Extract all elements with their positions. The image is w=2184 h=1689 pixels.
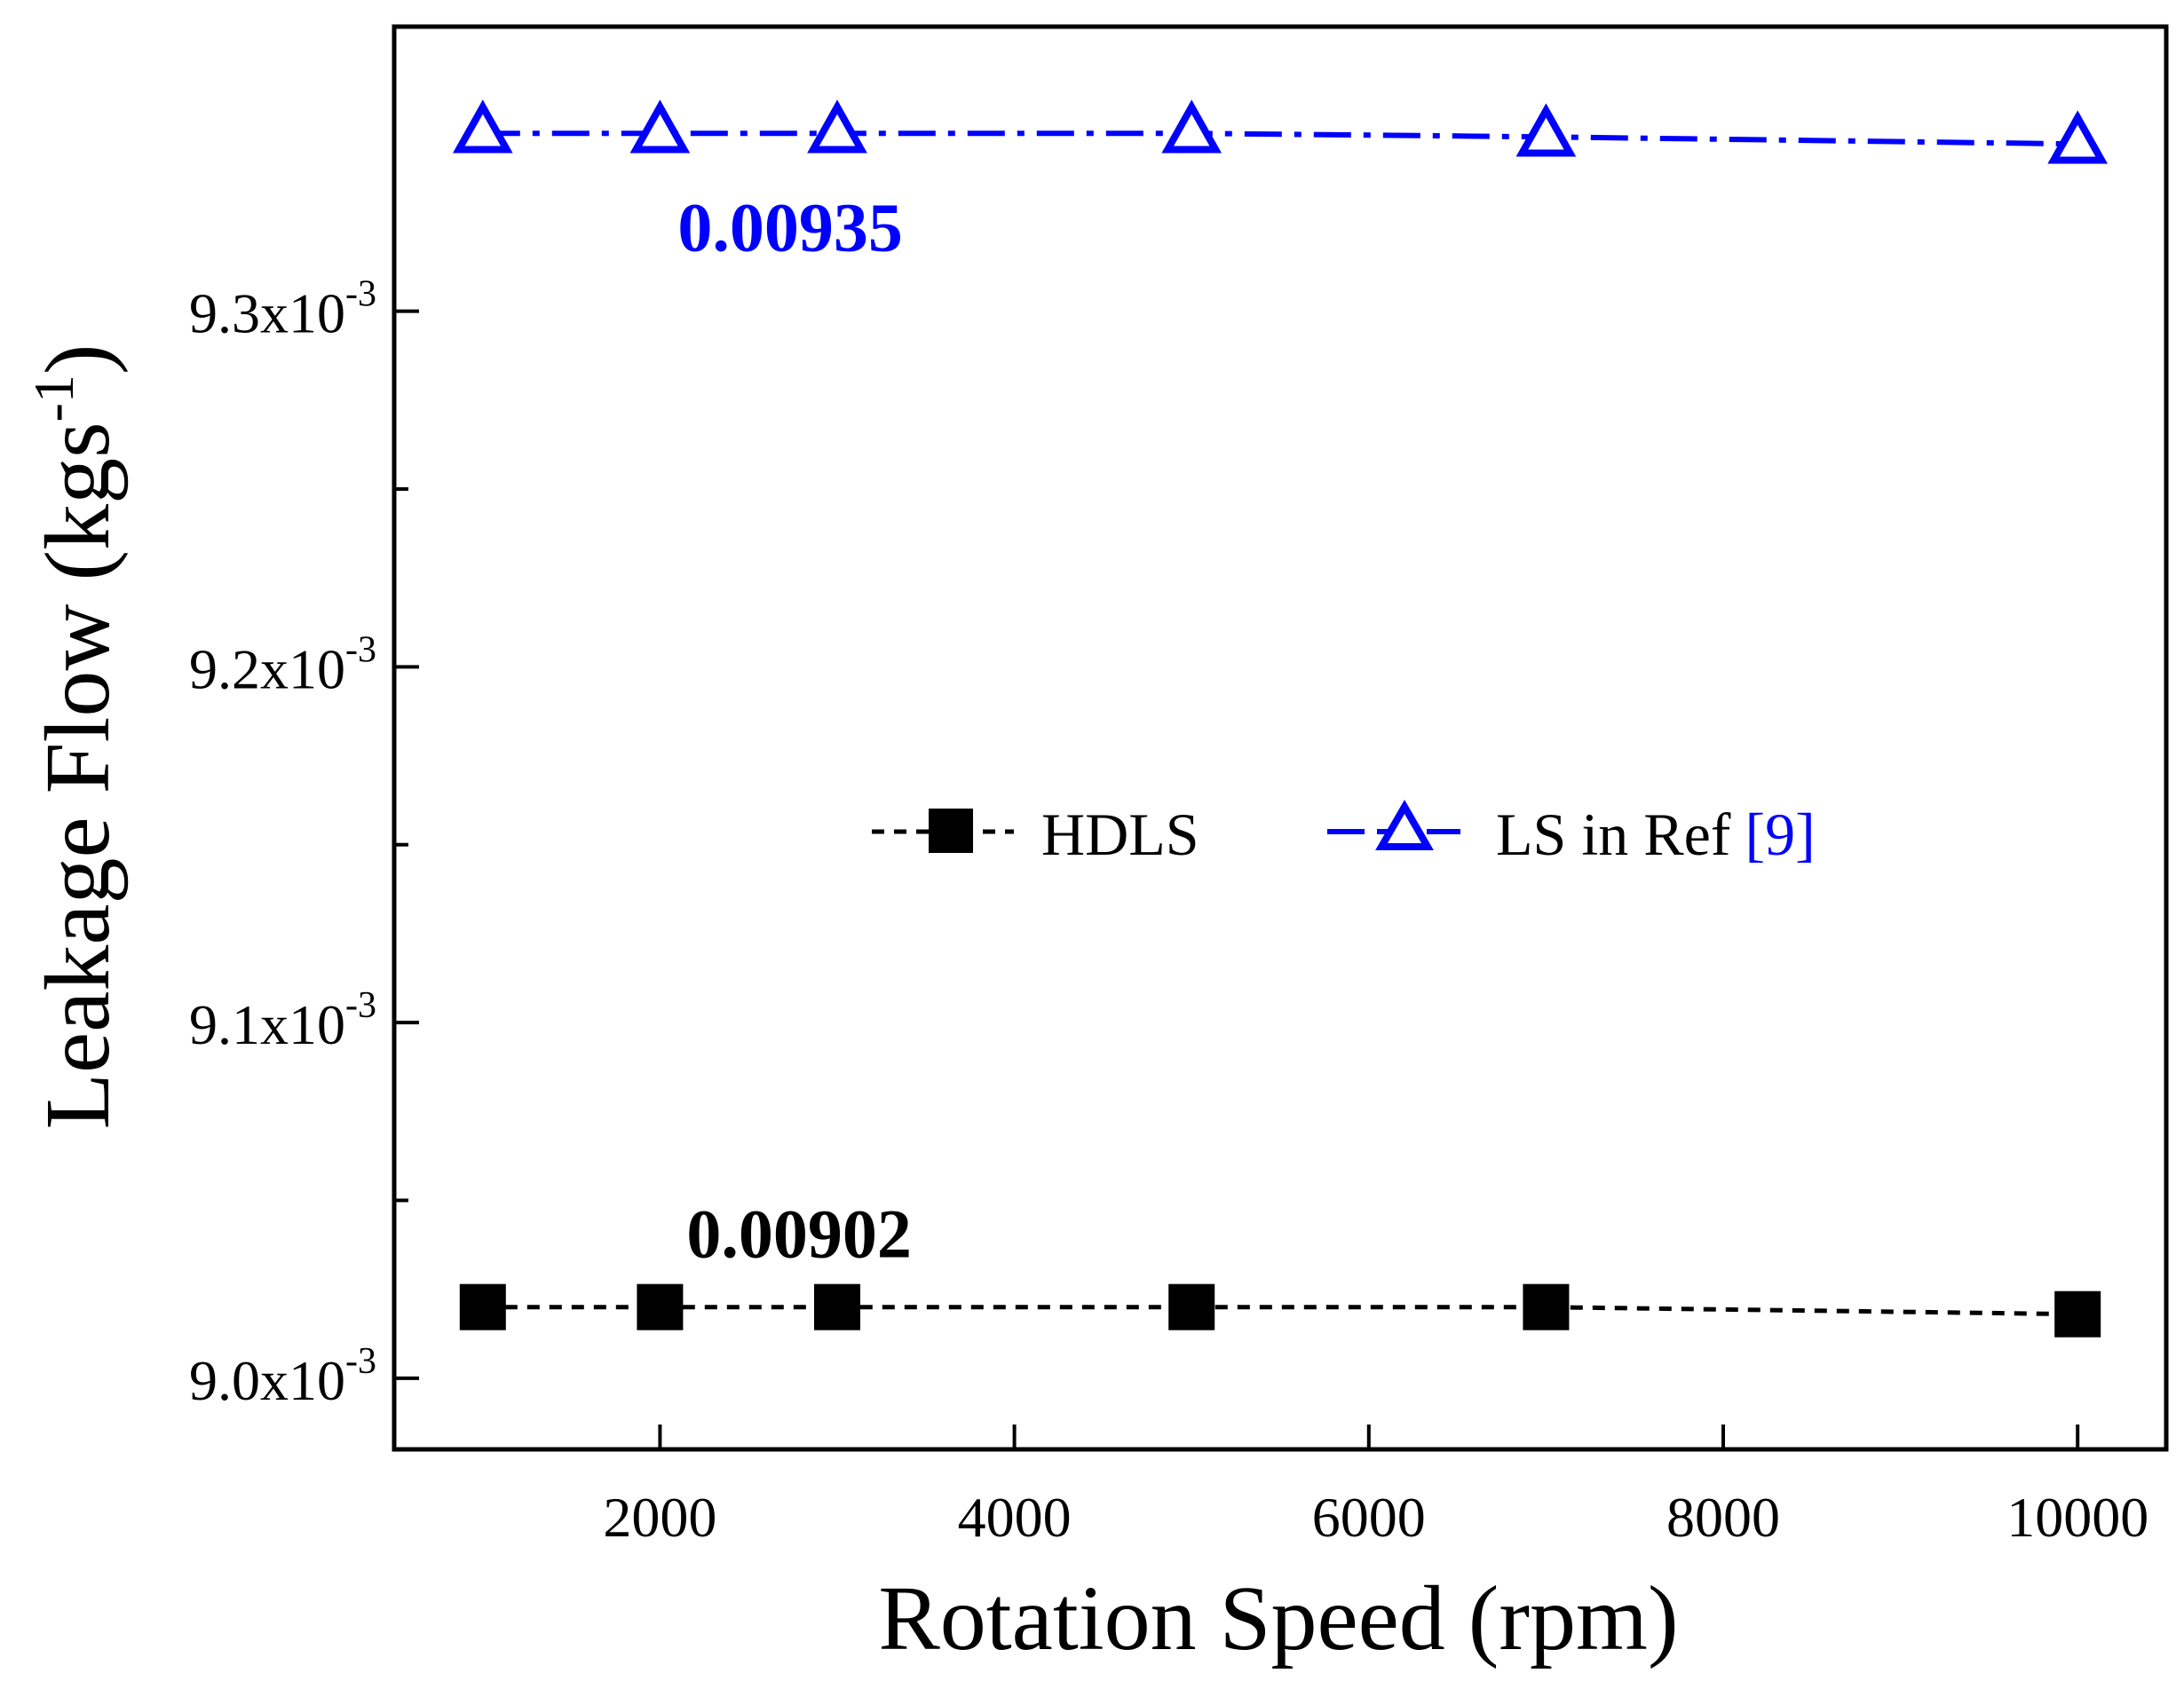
y-tick-label-0: 9.0x10-3 [189, 1341, 376, 1412]
x-tick-label-4000: 4000 [958, 1486, 1072, 1549]
hdls-marker-2 [814, 1283, 860, 1330]
x-tick-label-2000: 2000 [603, 1486, 716, 1549]
axis-tick-labels: 2000 4000 6000 8000 100009.0x10-39.1x10-39.2… [189, 274, 2148, 1549]
legend-ls-name: LS in Ref [1496, 801, 1731, 868]
series-line-1 [482, 130, 2078, 147]
y-axis-label-main: Leakage Flow (kgs [27, 422, 129, 1129]
series-line-0 [482, 1305, 2078, 1317]
y-tick-exponent: -3 [345, 1341, 376, 1382]
y-tick-exponent: -3 [345, 274, 376, 315]
tick-marks [394, 309, 2080, 1449]
y-axis-label-close: ) [27, 343, 129, 375]
hdls-marker-1 [637, 1283, 684, 1330]
x-tick-label-6000: 6000 [1312, 1486, 1426, 1549]
annotation-black-value: 0.00902 [686, 1196, 912, 1273]
legend-ls-ref: [9] [1745, 801, 1815, 868]
legend-hdls-label: HDLS [1041, 801, 1199, 868]
y-tick-exponent: -3 [345, 985, 376, 1026]
hdls-marker-5 [2054, 1290, 2101, 1338]
ls-marker-1 [629, 99, 691, 154]
x-tick-label-8000: 8000 [1666, 1486, 1780, 1549]
series-layer [452, 99, 2109, 1338]
hdls-marker-4 [1523, 1283, 1570, 1330]
ls-marker-3 [1161, 99, 1223, 154]
y-tick-label-3: 9.3x10-3 [189, 274, 376, 345]
ls-marker-0 [452, 99, 513, 154]
annotation-blue-value: 0.00935 [677, 188, 903, 265]
x-tick-label-10000: 10000 [2006, 1486, 2148, 1549]
legend: HDLS LS in Ref [9] [872, 800, 1816, 868]
plot-frame [392, 24, 2169, 1452]
ls-marker-4 [1515, 103, 1577, 157]
y-tick-exponent: -3 [345, 629, 376, 670]
y-axis-label: Leakage Flow (kgs-1) [22, 343, 129, 1129]
legend-ls-marker [1375, 800, 1434, 850]
y-tick-mantissa: 9.1x10 [189, 993, 345, 1056]
x-axis-label: Rotation Speed (rpm) [878, 1567, 1678, 1669]
legend-hdls-marker [929, 809, 973, 853]
y-tick-mantissa: 9.2x10 [189, 637, 345, 700]
hdls-marker-3 [1168, 1283, 1215, 1330]
y-tick-label-2: 9.2x10-3 [189, 629, 376, 700]
ls-marker-2 [807, 99, 867, 154]
y-tick-label-1: 9.1x10-3 [189, 985, 376, 1056]
y-tick-mantissa: 9.0x10 [189, 1349, 345, 1412]
ls-marker-5 [2047, 110, 2109, 164]
y-tick-mantissa: 9.3x10 [189, 282, 345, 345]
legend-ls-label: LS in Ref [9] [1496, 801, 1816, 868]
hdls-marker-0 [459, 1283, 506, 1330]
y-axis-label-exponent: -1 [22, 375, 85, 422]
